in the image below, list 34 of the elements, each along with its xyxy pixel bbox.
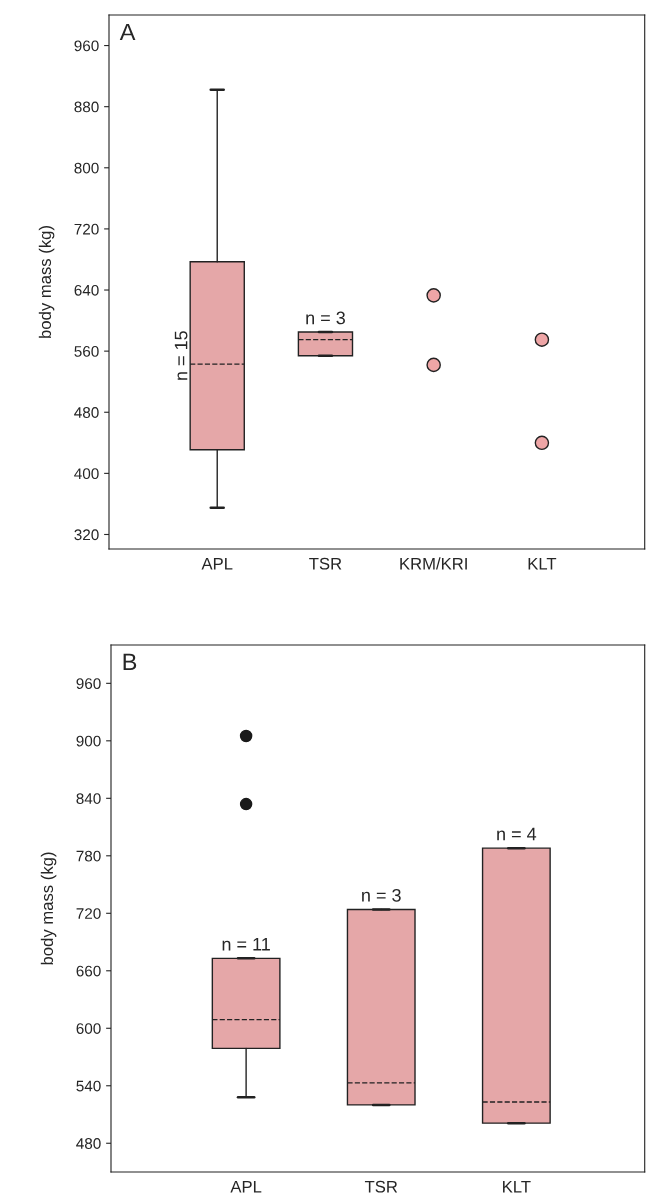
- y-tick-label: 640: [74, 284, 99, 296]
- y-tick-label: 960: [74, 40, 99, 52]
- y-tick-label: 480: [76, 1138, 101, 1149]
- y-tick-label: 900: [76, 735, 101, 747]
- x-tick-label: TSR: [309, 557, 342, 570]
- y-tick-label: 320: [74, 529, 99, 541]
- y-tick-label: 400: [74, 468, 99, 480]
- y-tick-label: 720: [76, 908, 101, 919]
- annotation: n = 15: [174, 331, 188, 380]
- y-tick-label: 720: [74, 223, 99, 235]
- annotation: B: [123, 653, 137, 671]
- y-tick-label: 660: [76, 965, 101, 977]
- annotation: A: [119, 23, 136, 41]
- y-tick-label: 600: [76, 1023, 101, 1034]
- y-axis-title: body mass (kg): [38, 226, 55, 338]
- x-tick-label: KLT: [528, 557, 557, 570]
- x-tick-label: TSR: [364, 1180, 398, 1193]
- y-axis-title: body mass (kg): [40, 852, 57, 965]
- x-tick-label: APL: [230, 1180, 262, 1193]
- y-tick-label: 480: [74, 407, 99, 418]
- annotation: n = 3: [306, 311, 345, 325]
- y-tick-label: 800: [74, 162, 99, 174]
- y-tick-label: 560: [74, 346, 99, 357]
- x-tick-label: KLT: [503, 1180, 531, 1193]
- y-tick-label: 880: [74, 101, 99, 113]
- annotation: n = 3: [362, 888, 401, 902]
- y-tick-label: 540: [76, 1080, 101, 1092]
- y-tick-label: 960: [76, 678, 101, 690]
- annotation: n = 11: [222, 937, 270, 951]
- x-tick-label: KRM/KRI: [400, 557, 467, 570]
- y-tick-label: 780: [76, 850, 101, 862]
- x-tick-label: APL: [201, 557, 233, 570]
- y-tick-label: 840: [76, 793, 101, 804]
- annotation: n = 4: [497, 827, 537, 841]
